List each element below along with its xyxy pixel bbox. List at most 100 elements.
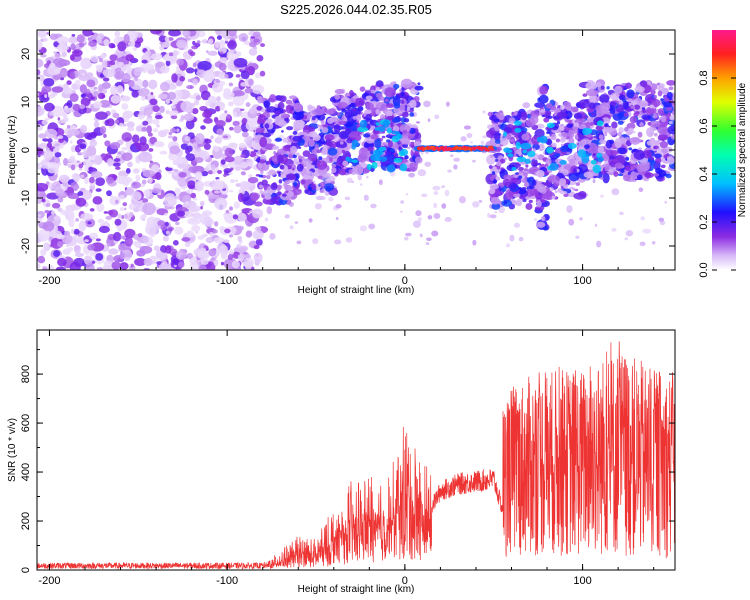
spectrogram-blob	[296, 240, 302, 245]
spectrogram-blob	[239, 182, 251, 190]
spectrogram-blob	[646, 127, 654, 138]
spectrogram-blob	[245, 120, 253, 131]
spectrogram-blob	[302, 150, 311, 158]
spectrogram-blob	[224, 38, 229, 42]
spectrogram-blob	[47, 138, 53, 144]
spectrogram-blob	[393, 154, 398, 158]
spectrogram-blob	[319, 125, 324, 130]
spectrogram-blob	[219, 105, 225, 111]
spectrogram-blob	[76, 34, 85, 43]
spectrogram-blob	[292, 135, 303, 142]
spectrogram-blob	[335, 217, 339, 221]
spectrogram-blob	[204, 138, 209, 143]
spectrogram-blob	[524, 158, 531, 165]
spectrogram-blob	[106, 118, 115, 127]
spectrogram-blob	[122, 202, 128, 207]
spectrogram-blob	[604, 163, 610, 172]
spectrogram-blob	[338, 120, 347, 125]
spectrogram-blob	[43, 242, 51, 252]
spectrogram-blob	[513, 192, 521, 198]
spectrogram-blob	[44, 128, 58, 139]
spectrogram-blob	[76, 160, 80, 163]
spectrogram-blob	[262, 189, 273, 197]
spectrogram-blob	[247, 176, 259, 184]
spectrogram-blob	[302, 125, 310, 131]
spectrogram-blob	[335, 141, 348, 149]
spectrogram-blob	[660, 98, 664, 101]
spectrogram-blob	[186, 85, 195, 90]
spectrogram-blob	[437, 148, 441, 152]
spectrogram-blob	[668, 86, 674, 91]
colorbar-tick-label: 0.4	[698, 166, 710, 181]
spectrogram-blob	[399, 124, 411, 133]
colorbar-ticks: 0.0 0.2 0.4 0.6 0.8	[698, 70, 736, 278]
spectrogram-blob	[68, 36, 78, 44]
spectrogram-blob	[167, 135, 174, 139]
spectrogram-blob	[486, 129, 495, 138]
spectrogram-blob	[480, 140, 485, 146]
spectrogram-blob	[226, 113, 231, 119]
spectrogram-blob	[213, 80, 217, 84]
spectrogram-blob	[266, 175, 271, 180]
spectrogram-blob	[254, 201, 263, 207]
spectrogram-blob	[359, 119, 368, 128]
spectrogram-blob	[67, 157, 76, 163]
spectrogram-blob	[158, 105, 165, 114]
spectrogram-blob	[417, 217, 422, 222]
spectrogram-blob	[533, 218, 538, 221]
spectrogram-blob	[641, 107, 646, 110]
spectrogram-blob	[578, 99, 590, 109]
spectrogram-blob	[266, 206, 273, 215]
spectrogram-blob	[43, 77, 55, 87]
spectrogram-blob	[633, 131, 636, 134]
spectrogram-blob	[79, 84, 88, 94]
spectrogram-blob	[239, 108, 245, 111]
spectrogram-blob	[595, 125, 604, 131]
spectrogram-blob	[666, 156, 675, 165]
spectrogram-blob	[661, 148, 668, 154]
spectrogram-blob	[269, 94, 277, 103]
spectrogram-blob	[192, 78, 199, 86]
spectrogram-blob	[124, 228, 136, 239]
spectrogram-blob	[203, 117, 213, 124]
spectrogram-blob	[427, 215, 433, 220]
spectrogram-blob	[131, 191, 142, 202]
spectrogram-blob	[49, 230, 62, 239]
spectrogram-blob	[228, 82, 234, 87]
spectrogram-blob	[375, 109, 380, 115]
spectrogram-blob	[470, 141, 473, 144]
spectrogram-blob	[225, 209, 230, 214]
spectrogram-blob	[223, 239, 230, 244]
spectrogram-blob	[544, 181, 552, 187]
spectrogram-blob	[235, 74, 241, 78]
spectrogram-blob	[89, 176, 95, 184]
spectrogram-blob	[96, 202, 105, 212]
spectrogram-blob	[290, 145, 298, 154]
spectrogram-blob	[554, 102, 559, 106]
spectrogram-blob	[667, 125, 675, 135]
spectrogram-blob	[269, 232, 276, 240]
spectrogram-blob	[634, 86, 645, 93]
spectrogram-blob	[53, 51, 57, 55]
spectrogram-blob	[136, 142, 150, 152]
spectrogram-blob	[629, 136, 641, 145]
spectrogram-blob	[252, 123, 256, 129]
spectrogram-blob	[472, 239, 477, 246]
spectrogram-blob	[648, 120, 661, 128]
spectrogram-blob	[671, 109, 675, 116]
spectrogram-blob	[431, 230, 439, 237]
spectrogram-blob	[115, 199, 119, 204]
spectrogram-blob	[263, 132, 271, 138]
spectrogram-blob	[37, 30, 47, 38]
spectrogram-blob	[58, 174, 70, 183]
spectrogram-blob	[127, 41, 136, 47]
spectrogram-blob	[203, 217, 214, 226]
spectrogram-blob	[242, 257, 255, 268]
spectrogram-blob	[401, 111, 409, 118]
spectrogram-blob	[43, 149, 53, 161]
spectrogram-y-axis: -20 -10 0 10 20	[20, 29, 675, 271]
chart-title: S225.2026.044.02.35.R05	[280, 2, 432, 17]
spectrogram-blob	[88, 166, 93, 171]
spectrogram-blob	[569, 186, 574, 190]
spectrogram-blob	[85, 72, 94, 78]
